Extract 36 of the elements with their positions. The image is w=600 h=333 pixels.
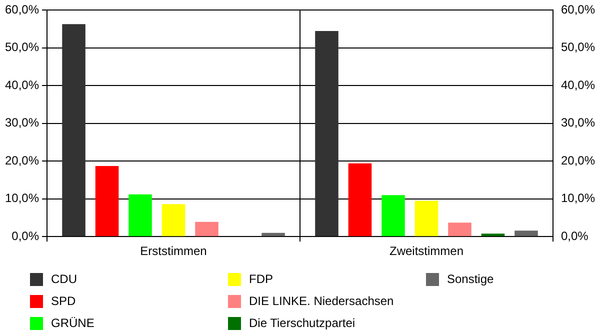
y2-tick-label: 0,0% [560,228,589,243]
y-tick-label: 40,0% [4,78,40,92]
legend-label: Die Tierschutzpartei [249,316,356,330]
bar [348,163,372,236]
bar [128,194,152,236]
y2-tick-label: 50,0% [560,40,596,54]
y2-tick-label: 10,0% [560,191,596,206]
y-tick-label: 50,0% [4,40,40,54]
bar [414,200,438,236]
legend-label: Sonstige [447,272,494,286]
x-tick-label: Zweitstimmen [389,244,464,258]
bar [195,222,218,236]
bar [448,222,472,236]
x-tick-label: Erststimmen [140,244,207,258]
y-tick-label: 60,0% [4,2,40,17]
bar [481,234,505,236]
y2-tick-label: 60,0% [560,2,596,17]
legend-label: FDP [249,272,273,286]
bar [62,24,86,236]
y-tick-label: 0,0% [12,228,40,243]
legend-label: DIE LINKE. Niedersachsen [249,294,394,308]
legend-label: GRÜNE [51,316,94,330]
bar [315,30,338,236]
bar [382,195,405,236]
y-tick-label: 10,0% [4,191,40,206]
bar [262,232,285,236]
y2-tick-label: 40,0% [560,78,596,92]
bar [514,230,538,236]
bar [162,204,186,236]
bar [95,166,119,236]
y2-tick-label: 30,0% [560,116,596,130]
legend-label: CDU [51,272,77,286]
y2-tick-label: 20,0% [560,153,596,168]
legend-label: SPD [51,294,76,308]
y-tick-label: 30,0% [4,116,40,130]
y-tick-label: 20,0% [4,153,40,168]
